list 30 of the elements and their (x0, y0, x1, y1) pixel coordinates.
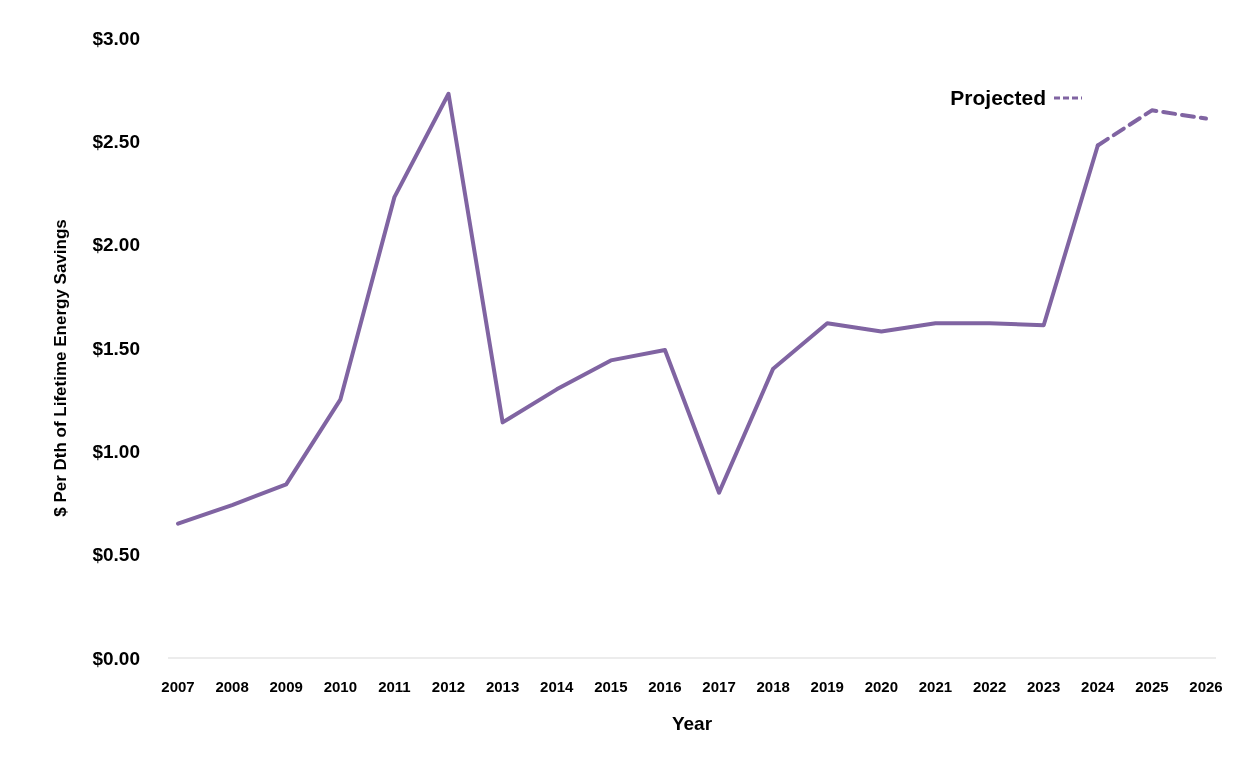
y-tick-label: $1.50 (92, 337, 140, 359)
y-tick-label: $2.50 (92, 130, 140, 152)
x-tick-label: 2008 (215, 678, 249, 695)
x-tick-label: 2010 (323, 678, 357, 695)
x-tick-label: 2025 (1135, 678, 1169, 695)
x-tick-label: 2014 (540, 678, 575, 695)
y-tick-label: $0.50 (92, 544, 140, 566)
y-tick-label: $0.00 (92, 647, 140, 669)
x-tick-label: 2019 (810, 678, 844, 695)
x-tick-label: 2015 (594, 678, 628, 695)
x-tick-label: 2026 (1189, 678, 1223, 695)
x-tick-label: 2007 (161, 678, 195, 695)
x-tick-label: 2009 (269, 678, 303, 695)
x-tick-label: 2024 (1081, 678, 1116, 695)
x-tick-label: 2011 (378, 678, 411, 695)
x-tick-label: 2017 (702, 678, 736, 695)
x-tick-label: 2012 (431, 678, 466, 695)
x-tick-label: 2020 (864, 678, 899, 695)
x-tick-label: 2018 (756, 678, 790, 695)
x-tick-label: 2023 (1027, 678, 1061, 695)
x-axis-title: Year (671, 713, 713, 734)
x-tick-label: 2013 (485, 678, 520, 695)
y-tick-label: $3.00 (92, 27, 140, 49)
x-tick-label: 2022 (972, 678, 1007, 695)
legend-label: Projected (950, 86, 1046, 110)
x-tick-label: 2021 (918, 678, 953, 695)
x-tick-label: 2016 (648, 678, 682, 695)
y-tick-label: $2.00 (92, 234, 140, 256)
y-tick-label: $1.00 (92, 440, 140, 462)
y-axis-title: $ Per Dth of Lifetime Energy Savings (51, 219, 70, 517)
